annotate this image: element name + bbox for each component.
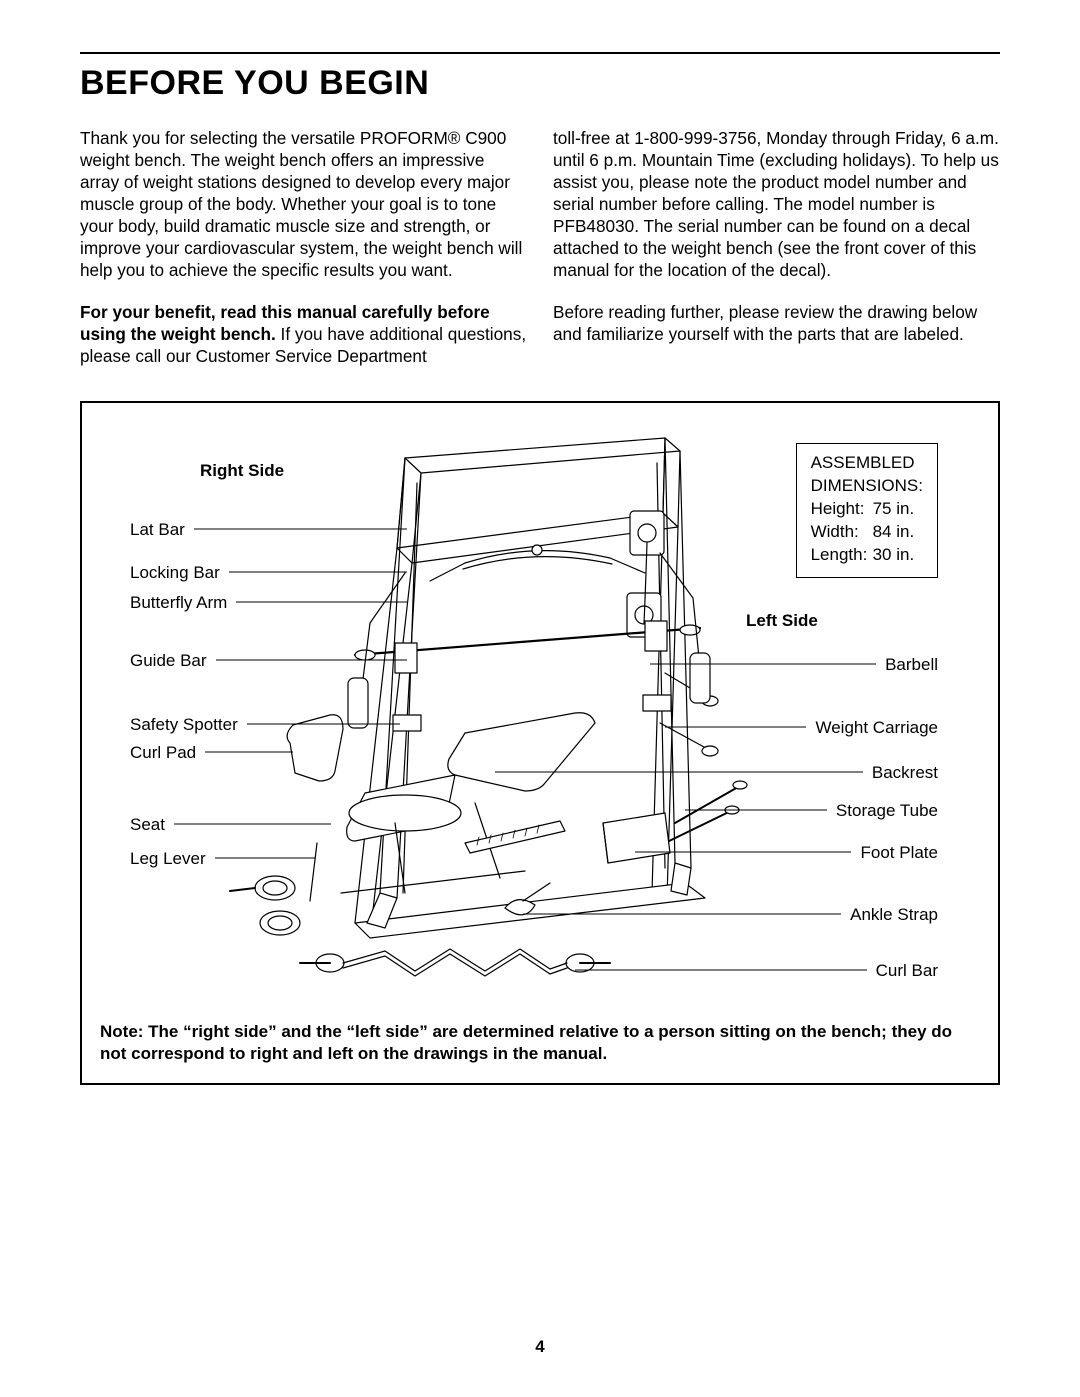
- callout-label: Storage Tube: [836, 801, 938, 821]
- dim-width-label: Width:: [811, 521, 873, 544]
- callout-label: Butterfly Arm: [130, 593, 227, 613]
- intro-paragraph: Thank you for selecting the versatile PR…: [80, 127, 527, 281]
- diagram-note: Note: The “right side” and the “left sid…: [100, 1021, 980, 1065]
- callout-label: Leg Lever: [130, 849, 206, 869]
- callout-label: Guide Bar: [130, 651, 207, 671]
- contact-paragraph: toll-free at 1-800-999-3756, Monday thro…: [553, 127, 1000, 281]
- left-side-header: Left Side: [746, 611, 818, 631]
- callout-label: Locking Bar: [130, 563, 220, 583]
- column-right: toll-free at 1-800-999-3756, Monday thro…: [553, 127, 1000, 387]
- page-title: BEFORE YOU BEGIN: [80, 64, 1000, 103]
- read-manual-paragraph: For your benefit, read this manual caref…: [80, 301, 527, 367]
- dimensions-box: ASSEMBLED DIMENSIONS: Height:75 in. Widt…: [796, 443, 938, 578]
- column-left: Thank you for selecting the versatile PR…: [80, 127, 527, 387]
- callout-label: Curl Pad: [130, 743, 196, 763]
- dim-height-label: Height:: [811, 498, 873, 521]
- callout-label: Barbell: [885, 655, 938, 675]
- callout-label: Foot Plate: [861, 843, 939, 863]
- callout-label: Ankle Strap: [850, 905, 938, 925]
- diagram-box: ASSEMBLED DIMENSIONS: Height:75 in. Widt…: [80, 401, 1000, 1085]
- body-columns: Thank you for selecting the versatile PR…: [80, 127, 1000, 387]
- dimensions-title-1: ASSEMBLED: [811, 452, 923, 475]
- diagram-area: ASSEMBLED DIMENSIONS: Height:75 in. Widt…: [100, 423, 980, 1003]
- dim-length-value: 30 in.: [873, 544, 915, 567]
- callout-label: Curl Bar: [876, 961, 938, 981]
- dim-width-value: 84 in.: [873, 521, 915, 544]
- callout-label: Weight Carriage: [815, 718, 938, 738]
- callout-label: Backrest: [872, 763, 938, 783]
- dim-height-value: 75 in.: [873, 498, 915, 521]
- review-drawing-paragraph: Before reading further, please review th…: [553, 301, 1000, 345]
- callout-label: Seat: [130, 815, 165, 835]
- page-number: 4: [0, 1337, 1080, 1357]
- dimensions-title-2: DIMENSIONS:: [811, 475, 923, 498]
- callout-label: Lat Bar: [130, 520, 185, 540]
- callout-label: Safety Spotter: [130, 715, 238, 735]
- dim-length-label: Length:: [811, 544, 873, 567]
- right-side-header: Right Side: [200, 461, 284, 481]
